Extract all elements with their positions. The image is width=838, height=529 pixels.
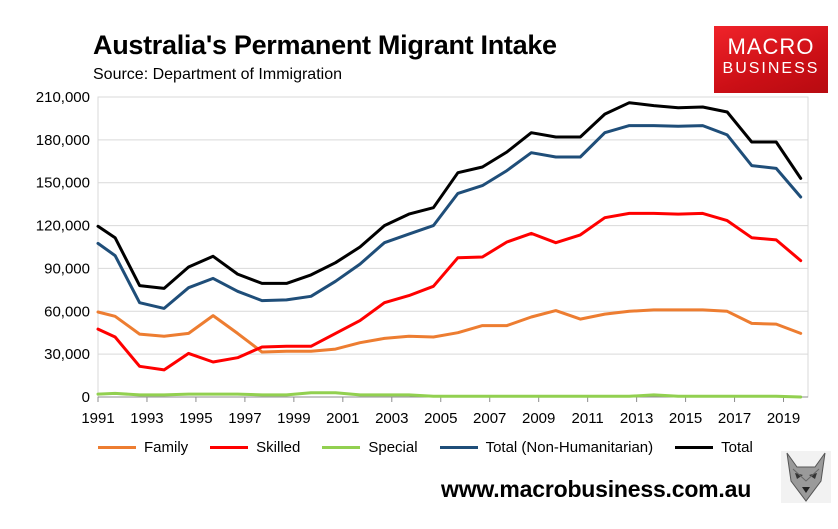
line-chart: 0 30,000 60,000 90,000 120,000 150,000 180,000… bbox=[36, 89, 809, 427]
legend-swatch-skilled bbox=[210, 446, 249, 449]
legend-item-total: Total bbox=[675, 439, 753, 456]
y-tick-label: 60,000 bbox=[44, 303, 90, 320]
website-url: www.macrobusiness.com.au bbox=[441, 476, 752, 502]
legend-item-skilled: Skilled bbox=[210, 439, 300, 456]
x-tick-label: 2015 bbox=[669, 410, 702, 427]
legend-label-total: Total bbox=[721, 439, 753, 456]
y-tick-label: 30,000 bbox=[44, 346, 90, 363]
y-tick-label: 120,000 bbox=[36, 218, 90, 235]
macrobusiness-logo: MACRO BUSINESS bbox=[714, 26, 828, 93]
y-tick-label: 180,000 bbox=[36, 132, 90, 149]
legend-item-family: Family bbox=[98, 439, 188, 456]
legend-swatch-total-non-humanitarian bbox=[439, 446, 478, 449]
wolf-mascot-icon bbox=[781, 451, 831, 503]
x-tick-label: 2013 bbox=[620, 410, 653, 427]
x-tick-label: 2007 bbox=[473, 410, 506, 427]
x-tick-label: 1997 bbox=[228, 410, 261, 427]
legend-item-special: Special bbox=[322, 439, 418, 456]
logo-line-2: BUSINESS bbox=[722, 60, 820, 77]
chart-legend: Family Skilled Special Total (Non-Humani… bbox=[98, 439, 775, 456]
x-tick-label: 2001 bbox=[326, 410, 359, 427]
y-tick-label: 90,000 bbox=[44, 260, 90, 277]
legend-label-skilled: Skilled bbox=[256, 439, 301, 456]
legend-swatch-special bbox=[322, 446, 361, 449]
y-tick-label: 0 bbox=[82, 389, 90, 406]
legend-label-total-non-humanitarian: Total (Non-Humanitarian) bbox=[485, 439, 654, 456]
x-tick-label: 2009 bbox=[522, 410, 555, 427]
plot-area-border bbox=[97, 96, 809, 398]
legend-swatch-family bbox=[98, 446, 136, 449]
legend-item-total-non-humanitarian: Total (Non-Humanitarian) bbox=[439, 439, 654, 456]
series-line-special bbox=[96, 391, 803, 399]
x-tick-label: 2011 bbox=[572, 410, 604, 427]
x-tick-label: 1999 bbox=[277, 410, 310, 427]
legend-label-family: Family bbox=[144, 439, 189, 456]
y-tick-label: 210,000 bbox=[36, 89, 90, 106]
x-tick-label: 2003 bbox=[375, 410, 408, 427]
x-tick-label: 2005 bbox=[424, 410, 457, 427]
x-tick-label: 2019 bbox=[767, 410, 800, 427]
legend-label-special: Special bbox=[368, 439, 418, 456]
x-tick-label: 1991 bbox=[81, 410, 114, 427]
series-line-family bbox=[96, 308, 803, 354]
chart-title: Australia's Permanent Migrant Intake bbox=[93, 30, 557, 60]
x-tick-label: 2017 bbox=[718, 410, 751, 427]
x-tick-label: 1995 bbox=[179, 410, 212, 427]
series-line-total-non-humanitarian bbox=[96, 124, 803, 310]
logo-line-1: MACRO bbox=[727, 34, 815, 59]
series-line-skilled bbox=[96, 211, 803, 372]
y-tick-label: 150,000 bbox=[36, 175, 90, 192]
x-tick-label: 1993 bbox=[130, 410, 163, 427]
legend-swatch-total bbox=[675, 446, 714, 449]
chart-subtitle: Source: Department of Immigration bbox=[93, 66, 342, 83]
series-line-total bbox=[96, 101, 803, 290]
